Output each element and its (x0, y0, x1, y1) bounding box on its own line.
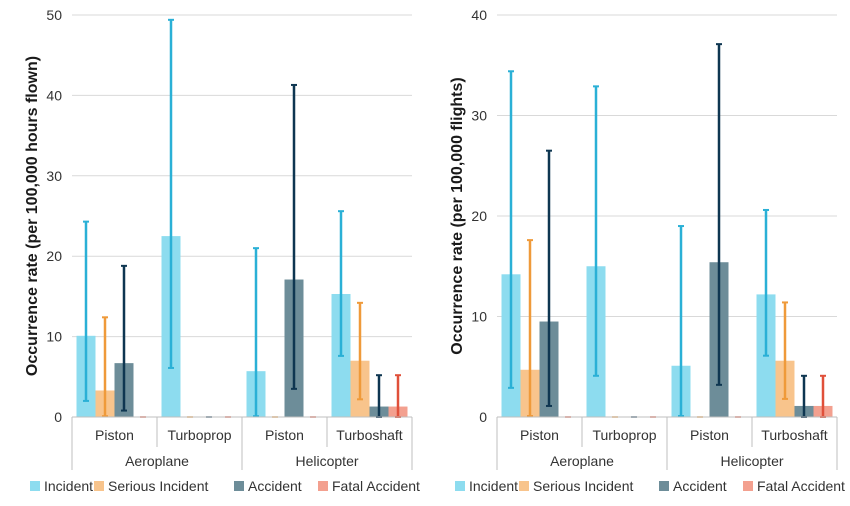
y-tick-label: 10 (471, 309, 487, 325)
group-label: Helicopter (295, 453, 358, 469)
legend-label: Fatal Accident (332, 478, 420, 494)
y-axis-label: Occurrence rate (per 100,000 flights) (449, 77, 466, 354)
group-label: Aeroplane (550, 453, 614, 469)
y-tick-label: 30 (471, 108, 487, 124)
category-label: Piston (520, 427, 559, 443)
y-tick-label: 40 (46, 87, 62, 103)
y-tick-label: 50 (46, 7, 62, 23)
legend-swatch (455, 481, 465, 491)
chart-flights: 0 10 20 30 40 Occurrence rate (per 100,000 fl… (449, 7, 845, 494)
legend-label: Serious Incident (533, 478, 634, 494)
legend-label: Incident (469, 478, 518, 494)
legend-swatch (318, 481, 328, 491)
category-label: Turboshaft (336, 427, 403, 443)
legend-swatch (30, 481, 40, 491)
category-label: Turboprop (592, 427, 656, 443)
category-label: Piston (690, 427, 729, 443)
category-label: Turboprop (167, 427, 231, 443)
legend-label: Accident (673, 478, 727, 494)
legend-swatch (234, 481, 244, 491)
legend-swatch (94, 481, 104, 491)
legend-label: Fatal Accident (757, 478, 845, 494)
legend-label: Accident (248, 478, 302, 494)
legend-label: Serious Incident (108, 478, 209, 494)
y-tick-label: 30 (46, 168, 62, 184)
legend-swatch (659, 481, 669, 491)
y-tick-label: 40 (471, 7, 487, 23)
category-label: Piston (95, 427, 134, 443)
legend-swatch (743, 481, 753, 491)
y-tick-label: 10 (46, 329, 62, 345)
y-tick-label: 0 (54, 409, 62, 425)
y-tick-label: 20 (46, 248, 62, 264)
y-tick-label: 20 (471, 208, 487, 224)
group-label: Aeroplane (125, 453, 189, 469)
y-axis-label: Occurrence rate (per 100,000 hours flown… (24, 56, 41, 376)
category-label: Turboshaft (761, 427, 828, 443)
category-label: Piston (265, 427, 304, 443)
y-tick-label: 0 (479, 409, 487, 425)
legend-swatch (519, 481, 529, 491)
legend-label: Incident (44, 478, 93, 494)
group-label: Helicopter (720, 453, 783, 469)
chart-hours-flown: 0 10 20 30 40 50 Occurrence rate (per 100,000 … (24, 7, 420, 494)
